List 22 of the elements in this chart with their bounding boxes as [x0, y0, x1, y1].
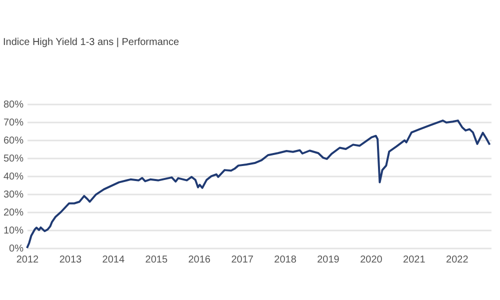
line-series — [26, 120, 491, 249]
y-tick-label: 80% — [3, 100, 24, 110]
chart-title: Indice High Yield 1-3 ans | Performance — [2, 37, 180, 48]
y-tick-label: 10% — [3, 226, 24, 236]
x-tick-label: 2015 — [145, 254, 168, 266]
x-tick-label: 2014 — [102, 254, 125, 266]
x-tick-label: 2013 — [59, 254, 82, 266]
x-tick-label: 2018 — [274, 254, 297, 266]
y-tick-label: 40% — [3, 172, 24, 182]
x-tick-label: 2016 — [188, 254, 211, 266]
y-tick-label: 20% — [3, 208, 24, 218]
x-tick-label: 2017 — [231, 254, 254, 266]
y-tick-label: 50% — [3, 154, 24, 164]
y-tick-label: 30% — [3, 190, 24, 200]
y-tick-label: 60% — [3, 136, 24, 146]
x-tick-label: 2021 — [403, 254, 426, 266]
x-tick-label: 2012 — [16, 254, 40, 266]
y-tick-label: 70% — [3, 118, 24, 128]
x-tick-label: 2019 — [317, 254, 340, 266]
y-tick-label: 0% — [9, 244, 24, 254]
x-tick-label: 2020 — [360, 254, 383, 266]
x-tick-label: 2022 — [446, 254, 469, 266]
